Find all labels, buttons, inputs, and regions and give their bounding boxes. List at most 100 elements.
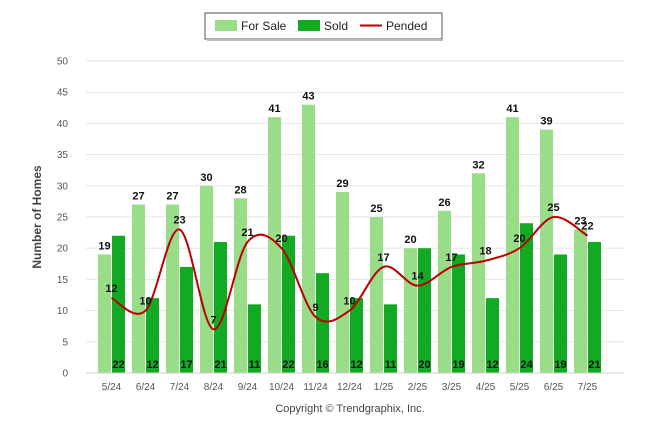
- x-tick-label-5-25: 5/25: [510, 382, 530, 393]
- y-tick-label-20: 20: [57, 244, 69, 255]
- label-for-sale-7-24: 27: [166, 191, 178, 203]
- legend-swatch-sold: [298, 20, 320, 31]
- bar-for-sale-9-24: [234, 198, 247, 373]
- label-for-sale-1-25: 25: [370, 203, 382, 215]
- x-tick-label-10-24: 10/24: [269, 382, 294, 393]
- x-tick-label-7-24: 7/24: [170, 382, 190, 393]
- copyright-footer: Copyright © Trendgraphix, Inc.: [275, 403, 424, 415]
- y-tick-label-5: 5: [62, 337, 68, 348]
- x-tick-label-4-25: 4/25: [476, 382, 496, 393]
- label-for-sale-12-24: 29: [336, 178, 348, 190]
- bar-for-sale-7-25: [574, 229, 587, 373]
- label-pended-6-24: 10: [139, 296, 151, 308]
- bar-sold-2-25: [418, 248, 431, 373]
- y-axis-title: Number of Homes: [30, 165, 44, 269]
- label-sold-7-25: 21: [588, 359, 600, 371]
- bar-sold-3-25: [452, 254, 465, 373]
- label-sold-5-24: 22: [112, 359, 124, 371]
- bar-for-sale-6-24: [132, 204, 145, 373]
- label-sold-11-24: 16: [316, 359, 328, 371]
- label-for-sale-7-25: 23: [574, 215, 586, 227]
- label-sold-8-24: 21: [214, 359, 226, 371]
- label-for-sale-4-25: 32: [472, 159, 484, 171]
- bar-sold-6-25: [554, 254, 567, 373]
- y-tick-label-25: 25: [57, 213, 69, 224]
- legend-label-pended: Pended: [386, 19, 427, 33]
- x-tick-label-2-25: 2/25: [408, 382, 428, 393]
- bar-sold-8-24: [214, 241, 227, 373]
- bar-for-sale-5-24: [98, 254, 111, 373]
- y-tick-label-0: 0: [62, 369, 68, 380]
- x-tick-label-11-24: 11/24: [303, 382, 328, 393]
- line-pended: [110, 215, 589, 331]
- x-tick-label-5-24: 5/24: [102, 382, 122, 393]
- pended-line: [110, 215, 589, 331]
- x-tick-label-7-25: 7/25: [578, 382, 598, 393]
- y-tick-label-35: 35: [57, 150, 69, 161]
- legend-label-for-sale: For Sale: [241, 19, 287, 33]
- label-sold-5-25: 24: [520, 359, 533, 371]
- y-tick-label-30: 30: [57, 181, 69, 192]
- bar-sold-7-24: [180, 266, 193, 373]
- label-for-sale-3-25: 26: [438, 197, 450, 209]
- label-pended-8-24: 7: [210, 314, 216, 326]
- label-pended-4-25: 18: [479, 246, 491, 258]
- bar-for-sale-11-24: [302, 104, 315, 374]
- bar-for-sale-12-24: [336, 192, 349, 373]
- bar-for-sale-5-25: [506, 117, 519, 373]
- label-pended-2-25: 14: [411, 271, 424, 283]
- label-for-sale-8-24: 30: [200, 172, 212, 184]
- label-pended-7-24: 23: [173, 214, 185, 226]
- label-pended-9-24: 21: [241, 227, 253, 239]
- y-tick-label-50: 50: [57, 57, 69, 68]
- bar-for-sale-2-25: [404, 248, 417, 373]
- bar-for-sale-8-24: [200, 185, 213, 373]
- bar-sold-4-25: [486, 298, 499, 373]
- label-sold-6-24: 12: [146, 359, 158, 371]
- x-tick-label-12-24: 12/24: [337, 382, 362, 393]
- x-tick-label-9-24: 9/24: [238, 382, 258, 393]
- x-tick-label-3-25: 3/25: [442, 382, 462, 393]
- y-tick-label-15: 15: [57, 275, 69, 286]
- legend: For Sale Sold Pended: [204, 12, 443, 41]
- y-axis-ticks: 0 5 10 15 20 25 30 35 40 45 50: [57, 57, 69, 380]
- bar-sold-5-25: [520, 223, 533, 373]
- bar-sold-6-24: [146, 298, 159, 373]
- x-axis-ticks: 5/24 6/24 7/24 8/24 9/24 10/24 11/24 12/24 1/25 2…: [102, 382, 598, 393]
- label-pended-3-25: 17: [445, 252, 457, 264]
- bar-for-sale-10-24: [268, 117, 281, 373]
- x-tick-label-6-24: 6/24: [136, 382, 156, 393]
- label-pended-5-24: 12: [105, 283, 117, 295]
- label-sold-7-24: 17: [180, 359, 192, 371]
- y-tick-label-10: 10: [57, 306, 69, 317]
- label-sold-9-24: 11: [249, 359, 261, 371]
- label-for-sale-2-25: 20: [404, 234, 416, 246]
- bar-sold-9-24: [248, 304, 261, 373]
- label-for-sale-5-25: 41: [506, 103, 518, 115]
- x-tick-label-6-25: 6/25: [544, 382, 564, 393]
- label-sold-6-25: 19: [554, 359, 566, 371]
- bar-for-sale-6-25: [540, 129, 553, 373]
- label-pended-12-24: 10: [343, 296, 355, 308]
- data-labels: 19 22 27 12 27 17 30 21 28 11 41 22 43 16 29 12 25 11 20 20…: [98, 91, 600, 371]
- label-pended-5-25: 20: [513, 233, 525, 245]
- bar-for-sale-3-25: [438, 210, 451, 373]
- x-tick-label-1-25: 1/25: [374, 382, 394, 393]
- legend-box: [204, 12, 443, 40]
- label-for-sale-9-24: 28: [234, 184, 246, 196]
- legend-swatch-for-sale: [215, 20, 237, 31]
- label-for-sale-5-24: 19: [98, 240, 110, 252]
- label-pended-1-25: 17: [377, 252, 389, 264]
- label-pended-7-25: 22: [581, 221, 593, 233]
- label-sold-10-24: 22: [282, 359, 294, 371]
- label-sold-4-25: 12: [486, 359, 498, 371]
- label-sold-12-24: 12: [350, 359, 362, 371]
- bar-sold-7-25: [588, 241, 601, 373]
- bar-sold-11-24: [316, 273, 329, 373]
- label-pended-10-24: 20: [275, 233, 287, 245]
- label-sold-3-25: 19: [452, 359, 464, 371]
- label-for-sale-11-24: 43: [302, 91, 314, 103]
- label-for-sale-6-25: 39: [540, 116, 552, 128]
- label-pended-6-25: 25: [547, 202, 559, 214]
